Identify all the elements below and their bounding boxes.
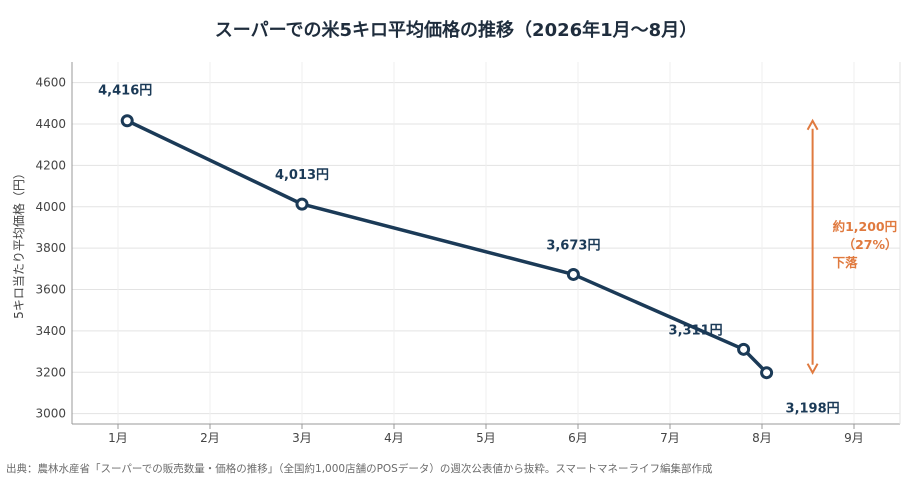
y-tick-label: 3600: [35, 283, 66, 297]
source-note: 出典：農林水産省「スーパーでの販売数量・価格の推移」（全国約1,000店舗のPO…: [6, 463, 713, 475]
annotation-arrowhead-bottom: [806, 363, 819, 375]
y-tick-label: 3200: [35, 365, 66, 379]
data-labels: 4,416円 4,013円 3,673円 3,311円 3,198円: [98, 84, 840, 417]
annotation-text: （27%）: [843, 237, 898, 252]
data-point: [120, 114, 134, 128]
y-tick-label: 3000: [35, 407, 66, 421]
axes: 3000 3200 3400 3600 3800 4000 4200 4400 4600 1月 2月…: [35, 62, 901, 445]
data-label: 4,416円: [98, 84, 152, 99]
data-point: [566, 267, 580, 281]
annotation-text: 約1,200円: [833, 219, 898, 234]
data-label: 3,673円: [546, 238, 600, 253]
series: [120, 114, 774, 380]
x-tick-label: 9月: [844, 431, 864, 445]
x-tick-label: 2月: [200, 431, 220, 445]
grid: [72, 62, 900, 424]
y-tick-label: 4200: [35, 158, 66, 172]
x-tick-label: 4月: [384, 431, 404, 445]
x-tick-label: 8月: [752, 431, 772, 445]
x-tick-label: 7月: [660, 431, 680, 445]
data-point: [737, 342, 751, 356]
data-point: [760, 366, 774, 380]
x-tick-label: 1月: [108, 431, 128, 445]
x-tick-label: 3月: [292, 431, 312, 445]
y-tick-label: 4400: [35, 117, 66, 131]
y-tick-label: 4000: [35, 200, 66, 214]
y-tick-label: 3400: [35, 324, 66, 338]
annotation: 約1,200円 （27%） 下落: [806, 118, 898, 375]
chart-title: スーパーでの米5キロ平均価格の推移（2026年1月〜8月）: [214, 20, 698, 41]
data-label: 4,013円: [275, 168, 329, 183]
y-tick-label: 3800: [35, 241, 66, 255]
annotation-arrowhead-top: [806, 118, 819, 131]
annotation-text: 下落: [833, 255, 859, 270]
data-label: 3,198円: [786, 402, 840, 417]
x-tick-label: 6月: [568, 431, 588, 445]
y-tick-label: 4600: [35, 76, 66, 90]
data-label: 3,311円: [669, 323, 723, 338]
data-point: [295, 197, 309, 211]
x-tick-label: 5月: [476, 431, 496, 445]
y-axis-label: 5キロ当たり平均価格（円）: [11, 167, 26, 319]
